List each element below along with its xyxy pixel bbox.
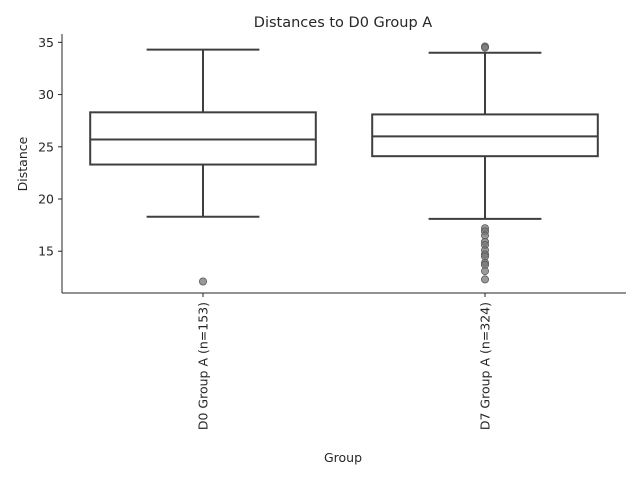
y-tick-label: 20	[38, 192, 54, 207]
iqr-box	[89, 111, 317, 166]
outlier-point	[480, 275, 489, 284]
y-axis-label: Distance	[15, 136, 30, 191]
y-tick-label: 35	[38, 35, 54, 50]
axes-spines	[61, 34, 626, 294]
box-group	[89, 48, 317, 286]
outlier-point	[480, 267, 489, 276]
y-tick-label: 30	[38, 87, 54, 102]
outlier-point	[198, 277, 207, 286]
x-axis-label: Group	[324, 450, 362, 465]
boxes-layer	[89, 42, 599, 286]
y-tick-label: 25	[38, 139, 54, 154]
x-tick-label: D7 Group A (n=324)	[478, 302, 493, 430]
box-group	[371, 42, 599, 284]
x-axis-ticks: D0 Group A (n=153) D7 Group A (n=324)	[196, 293, 493, 430]
y-tick-label: 15	[38, 244, 54, 259]
outlier-point	[480, 43, 489, 52]
chart-title: Distances to D0 Group A	[254, 15, 432, 31]
x-tick-label: D0 Group A (n=153)	[196, 302, 211, 430]
iqr-box	[371, 113, 599, 158]
y-axis-ticks: 15 20 25 30 35	[38, 35, 62, 259]
